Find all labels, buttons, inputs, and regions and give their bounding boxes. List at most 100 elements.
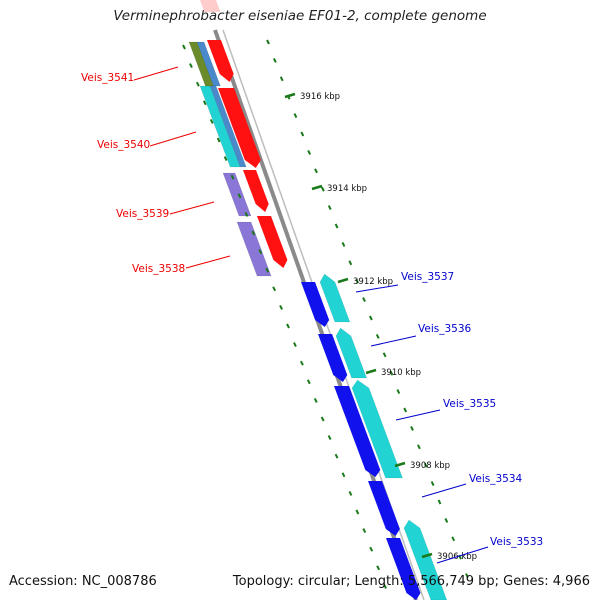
- scale-dash: [209, 118, 214, 124]
- scale-dash: [444, 517, 449, 523]
- major-tick: [394, 461, 406, 468]
- scale-rail-left: [182, 44, 387, 589]
- scale-dash: [237, 193, 242, 199]
- gene-label-left: Veis_3540: [97, 139, 150, 151]
- gene-arrow-red-1: [207, 40, 234, 82]
- leader-line-right: [436, 546, 489, 564]
- scale-dash: [334, 223, 339, 229]
- gene-arrow-blue-2: [318, 334, 348, 382]
- tick-label: 3914 kbp: [327, 184, 367, 194]
- gene-fragment-top: [200, 0, 221, 12]
- leader-line-left: [185, 255, 231, 269]
- gene-block-purple: [222, 172, 252, 217]
- tick-label: 3912 kbp: [353, 277, 393, 287]
- gene-arrow-cyan-2: [335, 327, 368, 379]
- leader-line-left: [149, 131, 197, 147]
- scale-dash: [355, 509, 360, 515]
- scale-dash: [266, 39, 270, 45]
- scale-rail-right: [266, 39, 469, 579]
- scale-dash: [334, 453, 339, 459]
- scale-dash: [430, 481, 435, 487]
- tick-label: 3916 kbp: [300, 92, 340, 102]
- tick-label: 3908 kbp: [410, 461, 450, 471]
- scale-dash: [195, 81, 200, 87]
- scale-dash: [272, 57, 277, 63]
- scale-dash: [341, 241, 346, 247]
- scale-dash: [348, 260, 353, 266]
- gene-arrow-red-3: [243, 170, 269, 212]
- gene-label-right: Veis_3536: [418, 323, 472, 335]
- scale-dash: [355, 278, 360, 284]
- scale-dash: [293, 342, 297, 348]
- gene-arrow-blue-4: [368, 481, 400, 536]
- scale-dash: [314, 168, 318, 174]
- gene-label-left: Veis_3538: [132, 263, 185, 275]
- scale-dash: [279, 76, 284, 82]
- scale-dash: [417, 444, 421, 450]
- gene-label-right: Veis_3533: [490, 536, 543, 548]
- scale-dash: [299, 360, 304, 366]
- major-tick: [337, 277, 349, 284]
- leader-line-right: [421, 483, 467, 498]
- scale-dash: [348, 490, 353, 496]
- scale-dash: [286, 323, 290, 329]
- scale-dash: [182, 44, 186, 50]
- scale-dash: [272, 286, 277, 292]
- scale-dash: [423, 462, 428, 468]
- scale-dash: [307, 149, 312, 155]
- leader-line-right: [355, 284, 399, 293]
- accession-label: Accession: NC_008786: [9, 574, 157, 589]
- gene-arrow-cyan-3: [351, 379, 403, 479]
- scale-dash: [327, 205, 332, 211]
- gene-arrow-blue-3: [334, 386, 381, 477]
- leader-line-right: [395, 409, 441, 421]
- genome-summary: Topology: circular; Length: 5,566,749 bp…: [232, 574, 590, 589]
- scale-dash: [341, 472, 346, 478]
- scale-dash: [451, 536, 456, 542]
- scale-dash: [300, 131, 305, 137]
- tick-label: 3910 kbp: [381, 368, 421, 378]
- leader-line-left: [133, 66, 179, 81]
- gene-label-left: Veis_3539: [116, 208, 169, 220]
- gene-label-right: Veis_3534: [469, 473, 523, 485]
- scale-dash: [327, 435, 332, 441]
- scale-dash: [320, 416, 325, 422]
- scale-dash: [362, 297, 366, 303]
- gene-block-steel-2: [209, 85, 247, 168]
- scale-dash: [362, 528, 367, 534]
- major-tick: [284, 92, 296, 99]
- scale-dash: [368, 315, 373, 321]
- scale-dash: [403, 407, 408, 413]
- scale-dash: [376, 565, 381, 571]
- major-tick: [365, 368, 377, 375]
- gene-arrow-red-4: [257, 216, 288, 268]
- scale-dash: [265, 267, 270, 273]
- scale-dash: [389, 370, 394, 376]
- gene-block-steel: [196, 41, 221, 87]
- scale-dash: [189, 63, 193, 69]
- scale-dash: [410, 425, 414, 431]
- scale-dash: [279, 304, 283, 310]
- scale-dash: [396, 389, 401, 395]
- major-tick: [311, 184, 323, 191]
- scale-dash: [202, 100, 207, 106]
- scale-dash: [437, 499, 442, 505]
- scale-dash: [465, 573, 469, 579]
- scale-dash: [244, 211, 249, 217]
- gene-arrow-cyan-1: [319, 273, 351, 323]
- gene-arrow-cyan-4: [403, 519, 448, 600]
- scale-dash: [313, 397, 318, 403]
- scale-dash: [251, 230, 256, 236]
- scale-dash: [369, 546, 374, 552]
- scale-dash: [293, 113, 298, 119]
- gene-block-purple-2: [236, 221, 272, 277]
- gene-label-right: Veis_3535: [443, 398, 496, 410]
- scale-dash: [320, 186, 325, 192]
- scale-dash: [382, 352, 387, 358]
- scale-dash: [258, 249, 263, 255]
- leader-line-left: [169, 201, 215, 215]
- scale-dash: [216, 137, 221, 143]
- scale-dash: [383, 583, 387, 589]
- scale-dash: [306, 379, 311, 385]
